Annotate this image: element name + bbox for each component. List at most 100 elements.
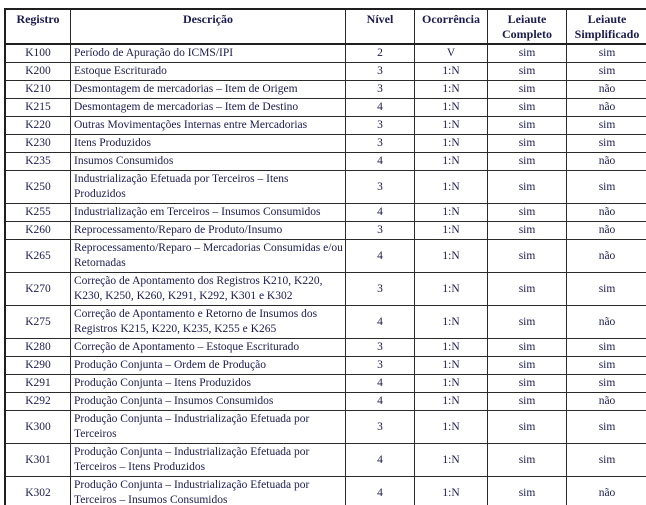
cell-registro: K100: [4, 43, 71, 63]
cell-leiaute-simplificado: não: [566, 152, 646, 171]
table-row: K300 Produção Conjunta – Industrialização…: [4, 410, 646, 444]
cell-leiaute-simplificado: não: [566, 476, 646, 505]
cell-registro: K270: [4, 272, 71, 306]
table-row: K250 Industrialização Efetuada por Tercei…: [4, 170, 646, 204]
table-row: K255 Industrialização em Terceiros – Insu…: [4, 203, 646, 222]
cell-descricao: Estoque Escriturado: [70, 62, 346, 81]
cell-leiaute-completo: sim: [487, 272, 567, 306]
cell-leiaute-completo: sim: [487, 43, 567, 63]
cell-leiaute-completo: sim: [487, 443, 567, 477]
cell-leiaute-completo: sim: [487, 392, 567, 411]
cell-leiaute-simplificado: não: [566, 392, 646, 411]
cell-registro: K215: [4, 98, 71, 117]
cell-registro: K255: [4, 203, 71, 222]
cell-registro: K290: [4, 356, 71, 375]
cell-ocorrencia: 1:N: [414, 443, 488, 477]
header-descricao: Descrição: [70, 8, 346, 45]
cell-leiaute-completo: sim: [487, 116, 567, 135]
cell-registro: K220: [4, 116, 71, 135]
cell-descricao: Reprocessamento/Reparo de Produto/Insumo: [70, 221, 346, 240]
cell-descricao: Produção Conjunta – Industrialização Efe…: [70, 443, 346, 477]
cell-descricao: Industrialização Efetuada por Terceiros …: [70, 170, 346, 204]
cell-leiaute-simplificado: sim: [566, 272, 646, 306]
cell-nivel: 3: [345, 134, 415, 153]
cell-leiaute-completo: sim: [487, 98, 567, 117]
cell-registro: K292: [4, 392, 71, 411]
cell-registro: K210: [4, 80, 71, 99]
cell-ocorrencia: 1:N: [414, 392, 488, 411]
cell-leiaute-completo: sim: [487, 374, 567, 393]
table-row: K265 Reprocessamento/Reparo – Mercadorias…: [4, 239, 646, 273]
table-row: K215 Desmontagem de mercadorias – Item de…: [4, 98, 646, 117]
cell-nivel: 3: [345, 116, 415, 135]
cell-leiaute-completo: sim: [487, 203, 567, 222]
cell-leiaute-completo: sim: [487, 476, 567, 505]
cell-leiaute-completo: sim: [487, 305, 567, 339]
cell-ocorrencia: 1:N: [414, 170, 488, 204]
cell-leiaute-completo: sim: [487, 62, 567, 81]
cell-descricao: Industrialização em Terceiros – Insumos …: [70, 203, 346, 222]
table-row: K210 Desmontagem de mercadorias – Item de…: [4, 80, 646, 99]
table-row: K290 Produção Conjunta – Ordem de Produçã…: [4, 356, 646, 375]
cell-nivel: 2: [345, 43, 415, 63]
cell-leiaute-simplificado: sim: [566, 43, 646, 63]
cell-ocorrencia: 1:N: [414, 203, 488, 222]
table-row: K230 Itens Produzidos 3 1:N sim sim: [4, 134, 646, 153]
table-row: K260 Reprocessamento/Reparo de Produto/In…: [4, 221, 646, 240]
cell-leiaute-simplificado: sim: [566, 410, 646, 444]
cell-descricao: Outras Movimentações Internas entre Merc…: [70, 116, 346, 135]
cell-ocorrencia: 1:N: [414, 338, 488, 357]
table-row: K270 Correção de Apontamento dos Registro…: [4, 272, 646, 306]
cell-leiaute-simplificado: sim: [566, 170, 646, 204]
cell-nivel: 3: [345, 170, 415, 204]
cell-leiaute-simplificado: sim: [566, 116, 646, 135]
cell-nivel: 4: [345, 476, 415, 505]
cell-leiaute-completo: sim: [487, 338, 567, 357]
cell-leiaute-simplificado: sim: [566, 134, 646, 153]
cell-leiaute-completo: sim: [487, 152, 567, 171]
cell-ocorrencia: 1:N: [414, 152, 488, 171]
table-row: K275 Correção de Apontamento e Retorno de…: [4, 305, 646, 339]
cell-leiaute-completo: sim: [487, 239, 567, 273]
cell-leiaute-completo: sim: [487, 170, 567, 204]
cell-ocorrencia: 1:N: [414, 476, 488, 505]
cell-descricao: Reprocessamento/Reparo – Mercadorias Con…: [70, 239, 346, 273]
cell-nivel: 4: [345, 305, 415, 339]
cell-leiaute-simplificado: sim: [566, 356, 646, 375]
cell-descricao: Produção Conjunta – Industrialização Efe…: [70, 476, 346, 505]
cell-registro: K291: [4, 374, 71, 393]
cell-nivel: 3: [345, 338, 415, 357]
records-table: Registro Descrição Nível Ocorrência Leia…: [4, 8, 646, 505]
table-row: K301 Produção Conjunta – Industrialização…: [4, 443, 646, 477]
cell-leiaute-simplificado: sim: [566, 443, 646, 477]
cell-leiaute-completo: sim: [487, 410, 567, 444]
cell-ocorrencia: 1:N: [414, 134, 488, 153]
table-row: K292 Produção Conjunta – Insumos Consumid…: [4, 392, 646, 411]
cell-descricao: Desmontagem de mercadorias – Item de Ori…: [70, 80, 346, 99]
cell-registro: K280: [4, 338, 71, 357]
header-ocorrencia: Ocorrência: [414, 8, 488, 45]
cell-descricao: Insumos Consumidos: [70, 152, 346, 171]
table-row: K235 Insumos Consumidos 4 1:N sim não: [4, 152, 646, 171]
cell-nivel: 4: [345, 392, 415, 411]
table-row: K220 Outras Movimentações Internas entre …: [4, 116, 646, 135]
cell-descricao: Produção Conjunta – Ordem de Produção: [70, 356, 346, 375]
header-nivel: Nível: [345, 8, 415, 45]
cell-ocorrencia: 1:N: [414, 98, 488, 117]
cell-registro: K260: [4, 221, 71, 240]
cell-registro: K302: [4, 476, 71, 505]
cell-descricao: Itens Produzidos: [70, 134, 346, 153]
cell-ocorrencia: V: [414, 43, 488, 63]
cell-nivel: 4: [345, 98, 415, 117]
cell-leiaute-simplificado: não: [566, 80, 646, 99]
cell-ocorrencia: 1:N: [414, 62, 488, 81]
cell-nivel: 3: [345, 272, 415, 306]
header-leiaute-simplificado: Leiaute Simplificado: [566, 8, 646, 45]
cell-registro: K230: [4, 134, 71, 153]
cell-descricao: Correção de Apontamento e Retorno de Ins…: [70, 305, 346, 339]
cell-leiaute-simplificado: não: [566, 98, 646, 117]
cell-nivel: 4: [345, 443, 415, 477]
